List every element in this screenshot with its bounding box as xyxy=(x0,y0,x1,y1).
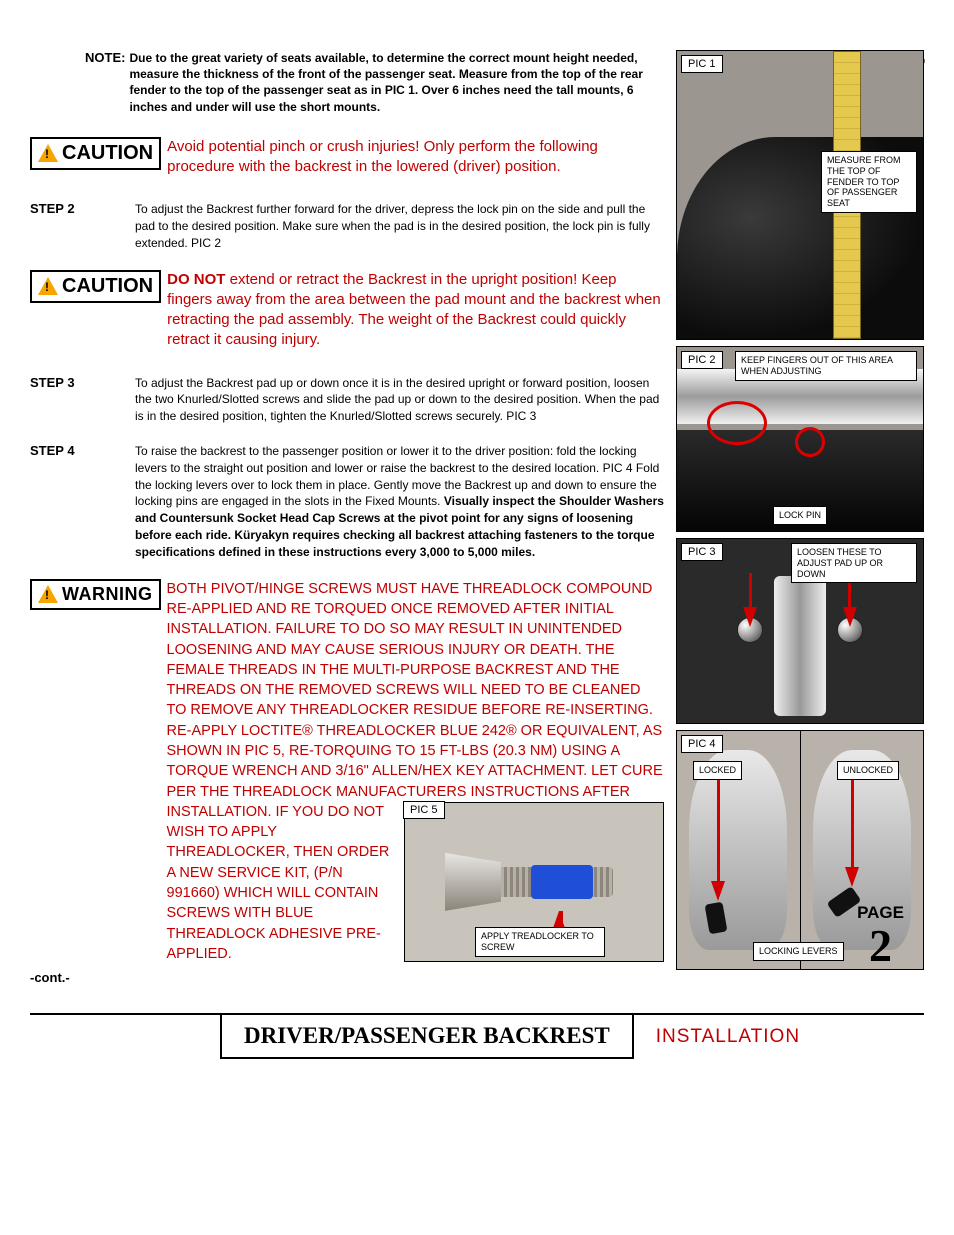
pic-1-caption: MEASURE FROM THE TOP OF FENDER TO TOP OF… xyxy=(821,151,917,213)
pic-5-caption: APPLY TREADLOCKER TO SCREW xyxy=(475,927,605,957)
screw-illustration xyxy=(445,853,615,911)
warning-block: WARNING BOTH PIVOT/HINGE SCREWS MUST HAV… xyxy=(30,579,664,965)
step-2: STEP 2 To adjust the Backrest further fo… xyxy=(30,201,664,251)
arrow-down-icon xyxy=(845,867,859,887)
warning-badge: WARNING xyxy=(30,579,161,610)
left-column: NOTE: Due to the great variety of seats … xyxy=(30,50,668,985)
pic-5: PIC 5 APPLY TREADLOCKER TO SCREW xyxy=(404,802,664,962)
caution-badge-text: CAUTION xyxy=(62,275,153,298)
pic-4-unlocked: UNLOCKED xyxy=(837,761,899,780)
pic-3: PIC 3 LOOSEN THESE TO ADJUST PAD UP OR D… xyxy=(676,538,924,724)
footer: DRIVER/PASSENGER BACKREST INSTALLATION xyxy=(30,1013,924,1059)
step-2-text: To adjust the Backrest further forward f… xyxy=(135,201,664,251)
step-4-label: STEP 4 xyxy=(30,443,115,561)
page-number: 2 xyxy=(857,923,904,969)
caution-1-text: Avoid potential pinch or crush injuries!… xyxy=(167,137,664,178)
warning-split: INSTALLATION. IF YOU DO NOT WISH TO APPL… xyxy=(167,802,665,964)
step-3-label: STEP 3 xyxy=(30,375,115,425)
note-text: Due to the great variety of seats availa… xyxy=(129,50,664,115)
footer-title: DRIVER/PASSENGER BACKREST xyxy=(220,1015,634,1059)
caution-2-body: extend or retract the Backrest in the up… xyxy=(167,271,661,349)
note-label: NOTE: xyxy=(85,50,125,115)
step-4: STEP 4 To raise the backrest to the pass… xyxy=(30,443,664,561)
note-block: NOTE: Due to the great variety of seats … xyxy=(30,50,664,115)
right-column: PIC 1 MEASURE FROM THE TOP OF FENDER TO … xyxy=(676,50,924,985)
pic-4-locked: LOCKED xyxy=(693,761,742,780)
pic-3-label: PIC 3 xyxy=(681,543,723,561)
pic-2-caption-top: KEEP FINGERS OUT OF THIS AREA WHEN ADJUS… xyxy=(735,351,917,381)
step-2-label: STEP 2 xyxy=(30,201,115,251)
pic-2: PIC 2 KEEP FINGERS OUT OF THIS AREA WHEN… xyxy=(676,346,924,532)
chrome-post xyxy=(774,576,826,716)
pic-5-label: PIC 5 xyxy=(403,801,445,819)
main-layout: NOTE: Due to the great variety of seats … xyxy=(30,50,924,985)
threadlock-blue xyxy=(531,865,593,899)
caution-2: CAUTION DO NOT extend or retract the Bac… xyxy=(30,270,664,351)
warning-triangle-icon xyxy=(38,585,58,603)
caution-badge-text: CAUTION xyxy=(62,142,153,165)
footer-installation: INSTALLATION xyxy=(656,1026,800,1048)
warning-text-top: BOTH PIVOT/HINGE SCREWS MUST HAVE THREAD… xyxy=(167,579,665,802)
warning-body: BOTH PIVOT/HINGE SCREWS MUST HAVE THREAD… xyxy=(167,579,665,965)
cont-label: -cont.- xyxy=(30,970,664,985)
pic-4-label: PIC 4 xyxy=(681,735,723,753)
warning-badge-text: WARNING xyxy=(62,584,153,605)
arrow-stem xyxy=(851,779,854,875)
caution-badge: CAUTION xyxy=(30,270,161,303)
step-3: STEP 3 To adjust the Backrest pad up or … xyxy=(30,375,664,425)
warning-text-left: INSTALLATION. IF YOU DO NOT WISH TO APPL… xyxy=(167,802,395,964)
pic-2-caption-bottom: LOCK PIN xyxy=(773,506,827,525)
pic-2-label: PIC 2 xyxy=(681,351,723,369)
pic-1: PIC 1 MEASURE FROM THE TOP OF FENDER TO … xyxy=(676,50,924,340)
arrow-down-icon xyxy=(743,607,757,627)
warning-triangle-icon xyxy=(38,277,58,295)
warning-triangle-icon xyxy=(38,144,58,162)
page-indicator: PAGE 2 xyxy=(857,903,904,969)
pic-3-caption: LOOSEN THESE TO ADJUST PAD UP OR DOWN xyxy=(791,543,917,583)
arrow-down-icon xyxy=(711,881,725,901)
caution-badge: CAUTION xyxy=(30,137,161,170)
pic-1-label: PIC 1 xyxy=(681,55,723,73)
step-4-text: To raise the backrest to the passenger p… xyxy=(135,443,664,561)
caution-2-lead: DO NOT xyxy=(167,271,225,288)
fender-shape xyxy=(689,750,787,950)
highlight-circle xyxy=(795,427,825,457)
caution-2-text: DO NOT extend or retract the Backrest in… xyxy=(167,270,664,351)
screw-head xyxy=(445,853,501,911)
arrow-down-icon xyxy=(843,607,857,627)
pic-4-caption-bottom: LOCKING LEVERS xyxy=(753,942,844,961)
arrow-stem xyxy=(717,779,720,889)
highlight-circle xyxy=(707,401,767,445)
step-3-text: To adjust the Backrest pad up or down on… xyxy=(135,375,664,425)
caution-1: CAUTION Avoid potential pinch or crush i… xyxy=(30,137,664,178)
